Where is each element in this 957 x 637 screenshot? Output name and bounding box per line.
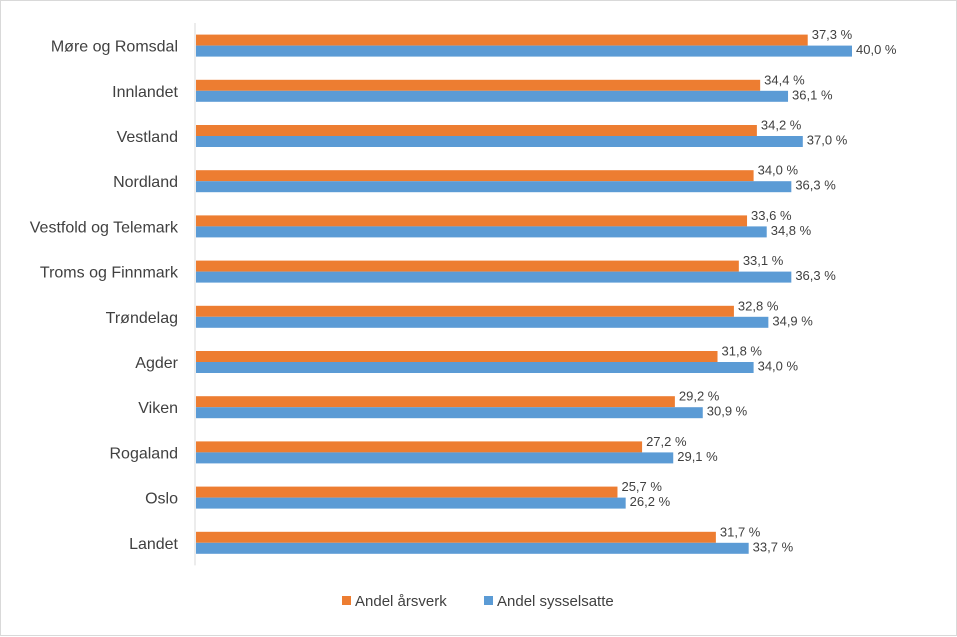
- bar-sysselsatte-rogaland: [196, 452, 674, 464]
- data-label-arsverk-viken: 29,2 %: [679, 389, 720, 404]
- bar-arsverk-more-og-romsdal: [196, 34, 808, 46]
- category-label-nordland: Nordland: [113, 174, 178, 191]
- category-label-rogaland: Rogaland: [110, 445, 179, 462]
- category-label-troms-og-finnmark: Troms og Finnmark: [40, 265, 179, 282]
- bar-sysselsatte-troms-og-finnmark: [196, 271, 792, 283]
- bar-arsverk-landet: [196, 531, 716, 543]
- bar-arsverk-vestfold-og-telemark: [196, 215, 748, 227]
- data-label-sysselsatte-more-og-romsdal: 40,0 %: [856, 42, 897, 57]
- data-label-arsverk-nordland: 34,0 %: [758, 163, 799, 178]
- data-label-sysselsatte-oslo: 26,2 %: [630, 494, 671, 509]
- category-label-innlandet: Innlandet: [112, 84, 178, 101]
- bar-arsverk-vestland: [196, 125, 757, 136]
- category-labels: Møre og Romsdal Innlandet Vestland Nordland…: [30, 39, 179, 553]
- data-labels: 37,3 %40,0 % 34,4 %36,1 % 34,2 % 37,0 % 34,0…: [621, 27, 896, 554]
- data-label-sysselsatte-agder: 34,0 %: [758, 359, 799, 374]
- category-label-agder: Agder: [135, 355, 178, 372]
- bar-arsverk-rogaland: [196, 441, 643, 453]
- bar-sysselsatte-vestfold-og-telemark: [196, 226, 767, 238]
- data-label-arsverk-rogaland: 27,2 %: [646, 434, 687, 449]
- category-label-oslo: Oslo: [145, 491, 178, 508]
- bar-arsverk-oslo: [196, 486, 618, 498]
- data-label-sysselsatte-landet: 33,7 %: [753, 539, 794, 554]
- legend-label-arsverk: Andel årsverk: [355, 593, 447, 610]
- bar-arsverk-nordland: [196, 170, 754, 182]
- bar-sysselsatte-more-og-romsdal: [196, 45, 852, 57]
- bar-arsverk-agder: [196, 351, 718, 362]
- category-label-vestland: Vestland: [117, 129, 178, 146]
- data-label-arsverk-more-og-romsdal: 37,3 %: [812, 27, 853, 42]
- data-label-sysselsatte-trondelag: 34,9 %: [772, 313, 813, 328]
- legend: Andel årsverk Andel sysselsatte: [342, 593, 614, 610]
- data-label-arsverk-landet: 31,7 %: [720, 524, 761, 539]
- bar-sysselsatte-nordland: [196, 181, 792, 193]
- bar-arsverk-troms-og-finnmark: [196, 260, 739, 272]
- category-label-trondelag: Trøndelag: [106, 310, 178, 327]
- data-label-arsverk-vestland: 34,2 %: [761, 118, 802, 133]
- legend-swatch-sysselsatte: [484, 596, 493, 605]
- data-label-arsverk-trondelag: 32,8 %: [738, 298, 779, 313]
- data-label-sysselsatte-rogaland: 29,1 %: [677, 449, 718, 464]
- data-label-arsverk-vestfold-og-telemark: 33,6 %: [751, 208, 792, 223]
- data-label-sysselsatte-nordland: 36,3 %: [795, 178, 836, 193]
- data-label-arsverk-troms-og-finnmark: 33,1 %: [743, 253, 784, 268]
- category-label-viken: Viken: [138, 400, 178, 417]
- bar-sysselsatte-landet: [196, 542, 749, 554]
- data-label-sysselsatte-innlandet: 36,1 %: [792, 87, 833, 102]
- bar-sysselsatte-vestland: [196, 136, 803, 147]
- category-label-landet: Landet: [129, 536, 178, 553]
- data-label-arsverk-innlandet: 34,4 %: [764, 72, 805, 87]
- bar-arsverk-viken: [196, 396, 675, 408]
- bar-arsverk-trondelag: [196, 305, 734, 317]
- bar-arsverk-innlandet: [196, 79, 761, 91]
- data-label-arsverk-oslo: 25,7 %: [621, 479, 662, 494]
- category-label-more-og-romsdal: Møre og Romsdal: [51, 39, 178, 56]
- category-label-vestfold-og-telemark: Vestfold og Telemark: [30, 219, 179, 236]
- bar-sysselsatte-viken: [196, 407, 703, 419]
- data-label-sysselsatte-vestland: 37,0 %: [807, 133, 848, 148]
- bars-group: [196, 34, 852, 554]
- data-label-sysselsatte-vestfold-og-telemark: 34,8 %: [771, 223, 812, 238]
- bar-sysselsatte-trondelag: [196, 316, 769, 328]
- legend-swatch-arsverk: [342, 596, 351, 605]
- data-label-sysselsatte-viken: 30,9 %: [707, 404, 748, 419]
- bar-sysselsatte-innlandet: [196, 90, 789, 102]
- bar-sysselsatte-agder: [196, 362, 754, 373]
- data-label-arsverk-agder: 31,8 %: [722, 344, 763, 359]
- data-label-sysselsatte-troms-og-finnmark: 36,3 %: [795, 268, 836, 283]
- bar-sysselsatte-oslo: [196, 497, 626, 509]
- legend-label-sysselsatte: Andel sysselsatte: [497, 593, 614, 610]
